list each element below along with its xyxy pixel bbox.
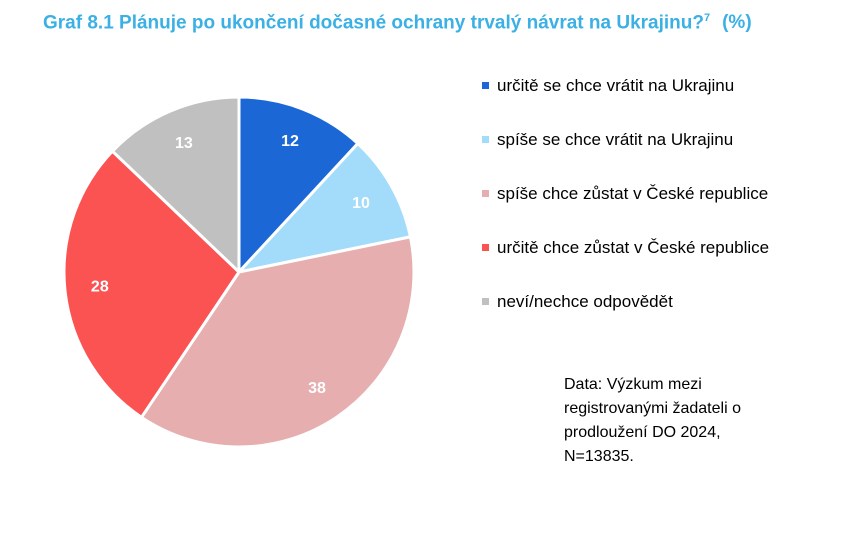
legend-item: určitě chce zůstat v České republice (482, 234, 769, 261)
source-line: N=13835. (564, 448, 634, 465)
legend-swatch (482, 244, 489, 251)
slice-value-label: 12 (281, 133, 299, 150)
chart-unit: (%) (722, 12, 752, 34)
pie-slice (139, 235, 416, 449)
legend-item: určitě se chce vrátit na Ukrajinu (482, 72, 769, 99)
legend-label: spíše chce zůstat v České republice (497, 183, 769, 203)
footnote-marker: 7 (703, 12, 711, 24)
legend-swatch (482, 190, 489, 197)
legend-item: spíše se chce vrátit na Ukrajinu (482, 126, 769, 153)
legend-label: spíše se chce vrátit na Ukrajinu (497, 129, 734, 149)
chart-title: Graf 8.1 Plánuje po ukončení dočasné och… (43, 12, 752, 34)
legend-swatch (482, 136, 489, 143)
legend-label: určitě chce zůstat v České republice (497, 237, 770, 257)
pie-slice (237, 142, 412, 274)
source-line: Data: Výzkum mezi (564, 376, 702, 393)
source-line: registrovanými žadateli o (564, 400, 741, 417)
slice-value-label: 13 (175, 135, 193, 152)
slice-value-label: 38 (308, 380, 326, 397)
legend-item: spíše chce zůstat v České republice (482, 180, 769, 207)
chart-title-text: Graf 8.1 Plánuje po ukončení dočasné och… (43, 12, 704, 34)
source-note: Data: Výzkum mezi registrovanými žadatel… (564, 373, 741, 469)
pie-slice (110, 95, 241, 274)
source-line: prodloužení DO 2024, (564, 424, 721, 441)
legend-swatch (482, 82, 489, 89)
pie-slice (62, 149, 241, 419)
legend-swatch (482, 298, 489, 305)
legend-label: určitě se chce vrátit na Ukrajinu (497, 75, 735, 95)
legend-label: neví/nechce odpovědět (497, 291, 673, 311)
slice-value-label: 10 (352, 195, 370, 212)
pie-slice (237, 95, 360, 274)
legend: určitě se chce vrátit na Ukrajinu spíše s… (482, 72, 769, 342)
legend-item: neví/nechce odpovědět (482, 288, 769, 315)
slice-value-label: 28 (91, 279, 109, 296)
